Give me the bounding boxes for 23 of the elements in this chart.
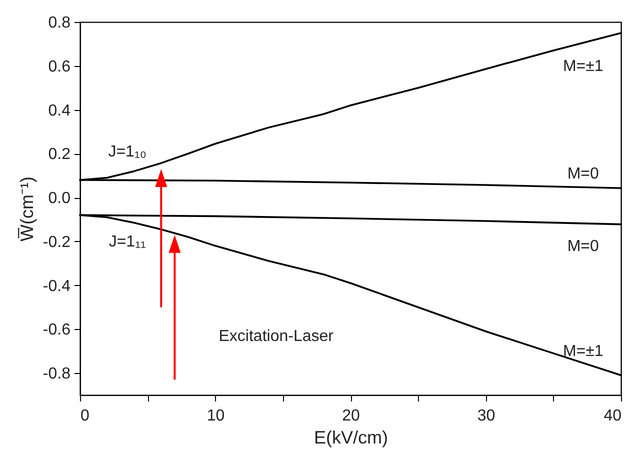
y-tick-label: 0.0 — [48, 190, 71, 208]
y-tick-label: 0.8 — [48, 14, 71, 32]
x-tick-label: 0 — [80, 408, 90, 424]
y-axis-title: W̅(cm⁻¹) — [16, 176, 37, 242]
x-tick-label: 40 — [604, 408, 622, 424]
y-tick-label: 0.4 — [48, 102, 71, 120]
annotation: M=±1 — [562, 58, 604, 75]
y-tick-label: 0.2 — [48, 146, 71, 164]
y-tick-label: -0.6 — [42, 322, 71, 339]
annotation: J=1₁₁ — [108, 233, 146, 250]
annotation: M=±1 — [562, 343, 604, 360]
x-tick-label: 10 — [206, 408, 225, 424]
annotation: Excitation-Laser — [218, 328, 334, 345]
y-tick-label: 0.6 — [48, 58, 71, 76]
y-tick-label: -0.8 — [42, 366, 71, 383]
annotation: J=1₁₀ — [108, 143, 146, 160]
annotation: M=0 — [567, 165, 600, 182]
y-tick-label: -0.2 — [42, 234, 71, 251]
x-axis-title: E(kV/cm) — [314, 428, 388, 448]
x-tick-label: 20 — [342, 408, 360, 424]
annotation: M=0 — [567, 238, 600, 255]
y-tick-label: -0.4 — [42, 278, 71, 295]
x-tick-label: 30 — [477, 408, 496, 424]
